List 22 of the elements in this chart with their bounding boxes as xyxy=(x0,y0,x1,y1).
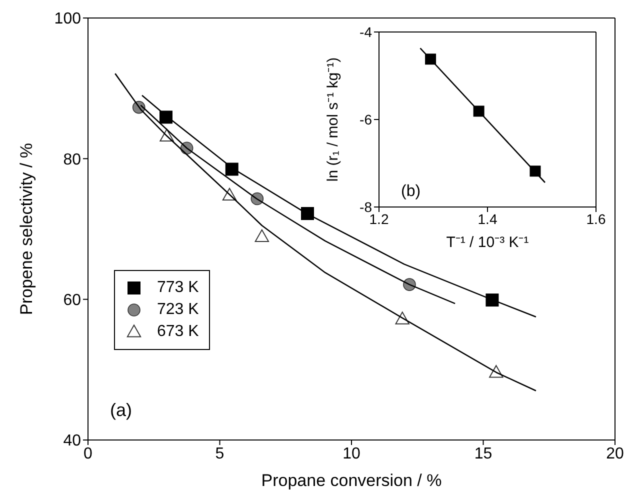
x-tick-label: 1.6 xyxy=(586,210,606,227)
annotation: (b) xyxy=(401,183,421,201)
y-axis-title: Propene selectivity / % xyxy=(17,143,36,315)
x-tick-label: 15 xyxy=(474,445,492,462)
x-tick-label: 10 xyxy=(342,445,360,462)
x-axis-title: T⁻¹ / 10⁻³ K⁻¹ xyxy=(446,234,529,251)
legend-label: 723 K xyxy=(157,301,199,319)
y-tick-label: -6 xyxy=(360,111,372,128)
x-tick-label: 5 xyxy=(215,445,224,462)
y-tick-label: 40 xyxy=(63,432,82,450)
y-axis-title: ln (r₁ / mol s⁻¹ kg⁻¹) xyxy=(324,57,342,182)
x-axis-title: Propane conversion / % xyxy=(261,471,442,490)
y-tick-label: 80 xyxy=(63,151,82,168)
x-tick-label: 1.4 xyxy=(478,210,498,227)
annotation: (a) xyxy=(110,400,132,421)
x-tick-label: 20 xyxy=(606,445,624,462)
legend-label: 673 K xyxy=(157,323,199,341)
x-tick-label: 0 xyxy=(84,445,93,462)
y-tick-label: -4 xyxy=(360,24,372,40)
y-tick-label: 60 xyxy=(63,292,82,310)
legend-label: 773 K xyxy=(157,279,199,297)
y-tick-label: 100 xyxy=(54,10,82,28)
